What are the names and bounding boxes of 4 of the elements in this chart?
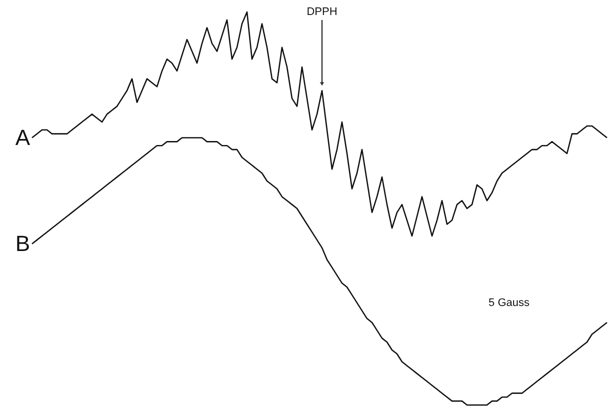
annotation: DPPH (306, 6, 338, 18)
series-label: B (15, 230, 30, 256)
series-label: A (15, 124, 30, 150)
annotation: 5 Gauss (488, 297, 530, 309)
